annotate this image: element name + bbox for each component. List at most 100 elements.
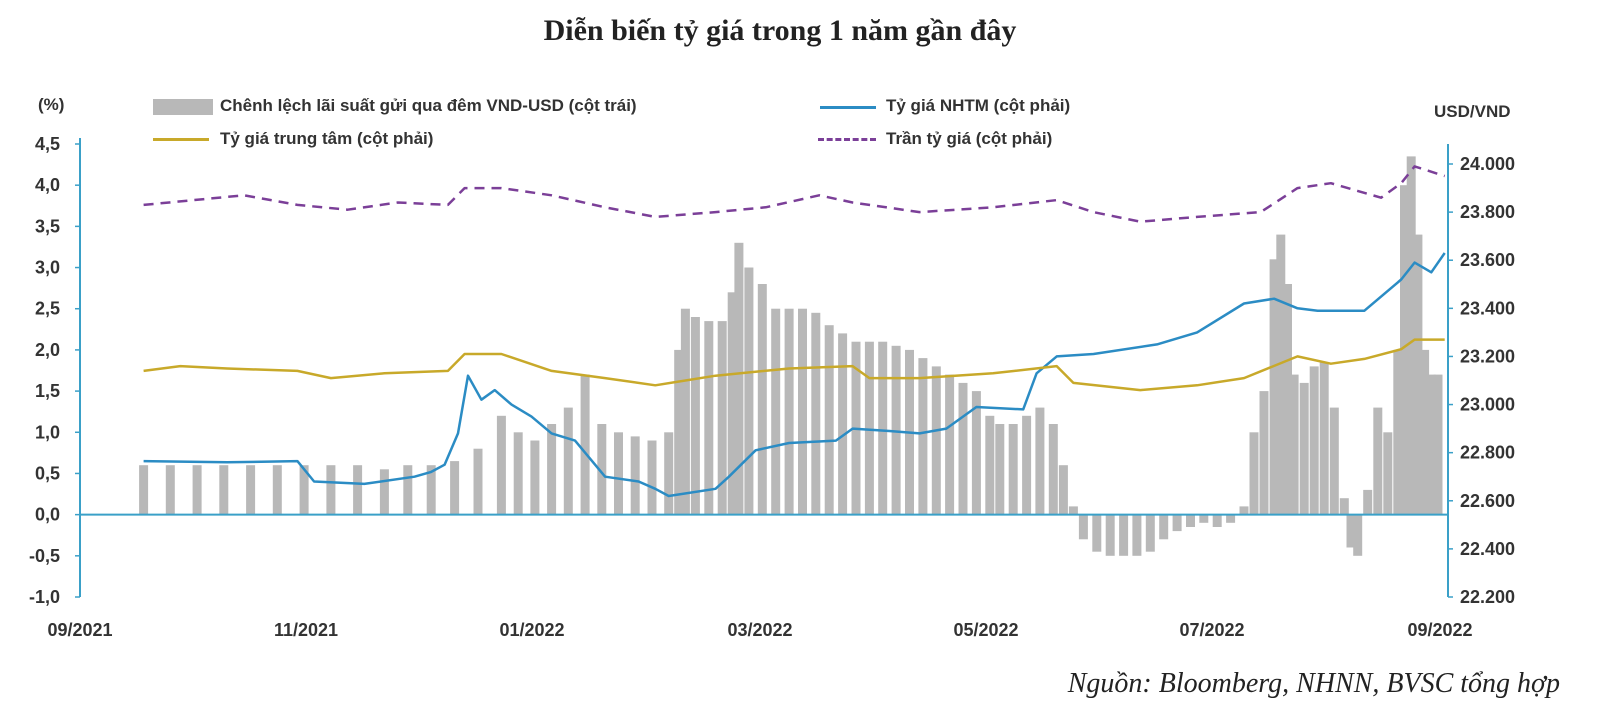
- bar-88: [1400, 185, 1409, 515]
- legend-swatch-bar: [153, 99, 213, 115]
- bar-61: [1119, 514, 1129, 556]
- x-tick-label-5: 07/2022: [1179, 620, 1244, 640]
- right-tick-label-9: 22.200: [1460, 587, 1515, 607]
- bar-21: [614, 432, 623, 515]
- bar-59: [1092, 514, 1102, 552]
- bar-10: [403, 465, 413, 515]
- bar-93: [1433, 374, 1443, 515]
- bar-73: [1269, 259, 1279, 515]
- bar-20: [597, 424, 607, 515]
- right-tick-label-7: 22.600: [1460, 491, 1515, 511]
- bar-23: [647, 440, 657, 515]
- bar-25: [674, 349, 684, 515]
- right-tick-label-3: 23.400: [1460, 298, 1515, 318]
- bar-16: [530, 440, 540, 515]
- x-tick-label-3: 03/2022: [727, 620, 792, 640]
- right-axis-unit: USD/VND: [1434, 102, 1511, 121]
- bar-86: [1383, 432, 1393, 515]
- bar-15: [513, 432, 523, 515]
- left-tick-label-6: 1,5: [35, 381, 60, 401]
- left-tick-label-3: 3,0: [35, 258, 60, 278]
- bar-71: [1249, 432, 1259, 515]
- right-tick-label-1: 23.800: [1460, 202, 1515, 222]
- left-tick-label-0: 4,5: [35, 134, 60, 154]
- bar-0: [139, 465, 149, 515]
- bar-13: [473, 448, 483, 515]
- chart-title: Diễn biến tỷ giá trong 1 năm gần đây: [543, 14, 1017, 47]
- bar-68: [1212, 514, 1222, 527]
- legend-swatch-central: [153, 138, 209, 141]
- left-tick-label-4: 2,5: [35, 299, 60, 319]
- bar-90: [1413, 234, 1423, 515]
- bar-50: [985, 415, 995, 515]
- bar-28: [704, 321, 714, 515]
- legend-swatch-nhtm: [820, 106, 876, 109]
- bar-84: [1363, 489, 1373, 515]
- bar-35: [784, 308, 794, 515]
- bar-37: [811, 312, 821, 515]
- bar-74: [1276, 234, 1286, 515]
- bar-34: [771, 308, 781, 515]
- right-tick-label-2: 23.600: [1460, 250, 1515, 270]
- left-tick-label-9: 0,0: [35, 505, 60, 525]
- x-tick-label-0: 09/2021: [47, 620, 112, 640]
- bar-56: [1058, 465, 1068, 515]
- bar-60: [1105, 514, 1115, 556]
- bar-75: [1283, 284, 1292, 515]
- bar-49: [971, 391, 981, 515]
- bar-31: [734, 242, 744, 515]
- bar-4: [246, 465, 256, 515]
- bar-12: [450, 461, 460, 515]
- bar-43: [891, 345, 901, 515]
- right-tick-label-5: 23.000: [1460, 395, 1515, 415]
- bar-54: [1035, 407, 1045, 515]
- bar-2: [192, 465, 202, 515]
- bar-53: [1022, 415, 1032, 515]
- bar-36: [798, 308, 807, 515]
- bar-80: [1329, 407, 1339, 515]
- series-line-nhtm: [143, 252, 1446, 498]
- bar-47: [945, 374, 955, 515]
- bar-91: [1420, 349, 1430, 515]
- bar-42: [878, 341, 888, 515]
- bar-41: [864, 341, 874, 515]
- right-tick-label-8: 22.400: [1460, 539, 1515, 559]
- chart-plot: 4,5 4,0 3,5 3,0 2,5 2,0 1,5 1,0 0,5 0,0 -0,5 -1,0 24…: [29, 134, 1515, 640]
- bar-85: [1373, 407, 1383, 515]
- bar-51: [995, 424, 1005, 515]
- bar-70: [1239, 506, 1249, 515]
- bar-27: [690, 317, 700, 515]
- bar-72: [1259, 391, 1269, 515]
- bar-17: [547, 424, 557, 515]
- bar-57: [1068, 506, 1078, 515]
- bar-79: [1319, 362, 1329, 515]
- bar-76: [1289, 374, 1299, 515]
- legend-swatch-ceiling: [818, 138, 876, 141]
- x-tick-label-4: 05/2022: [953, 620, 1018, 640]
- bar-24: [664, 432, 674, 515]
- bar-22: [630, 436, 640, 515]
- x-tick-label-1: 11/2021: [274, 620, 338, 640]
- bar-52: [1008, 424, 1018, 515]
- bar-38: [824, 325, 834, 515]
- left-tick-label-8: 0,5: [35, 463, 60, 483]
- bar-48: [958, 382, 968, 515]
- bar-65: [1172, 514, 1182, 532]
- bar-14: [496, 415, 506, 515]
- series-line-central: [143, 338, 1445, 392]
- bar-33: [757, 284, 767, 515]
- bar-81: [1339, 498, 1349, 515]
- left-tick-label-5: 2,0: [35, 340, 60, 360]
- bar-6: [299, 465, 309, 515]
- bar-29: [717, 321, 727, 515]
- right-tick-label-4: 23.200: [1460, 346, 1515, 366]
- bar-3: [219, 465, 229, 515]
- bar-67: [1199, 514, 1209, 523]
- bar-78: [1309, 366, 1319, 515]
- bar-69: [1226, 514, 1236, 523]
- bar-87: [1393, 349, 1403, 515]
- bar-62: [1132, 514, 1142, 556]
- bar-7: [326, 465, 336, 515]
- bar-46: [931, 366, 941, 515]
- bar-1: [165, 465, 175, 515]
